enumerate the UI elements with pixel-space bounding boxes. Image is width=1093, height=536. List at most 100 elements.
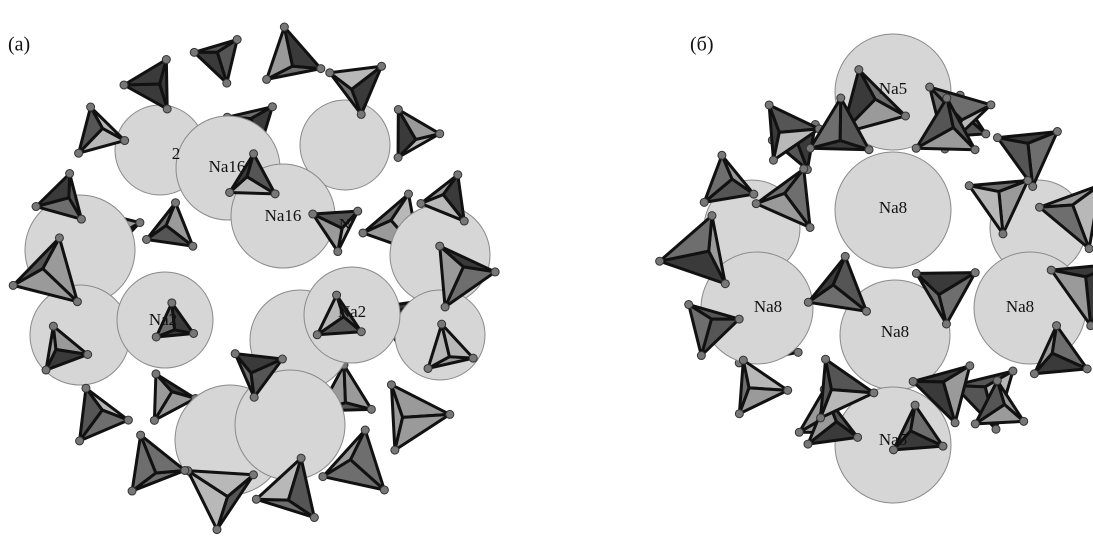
oxygen-node	[939, 442, 947, 450]
oxygen-node	[987, 101, 995, 109]
oxygen-node	[460, 217, 468, 225]
atom-label: Na8	[879, 198, 907, 217]
oxygen-node	[1024, 176, 1032, 184]
oxygen-node	[438, 320, 446, 328]
atom-label: Na8	[754, 297, 782, 316]
oxygen-node	[231, 350, 239, 358]
oxygen-node	[378, 62, 386, 70]
tetrahedron-face	[124, 60, 166, 85]
oxygen-node	[82, 384, 90, 392]
oxygen-node	[310, 514, 318, 522]
oxygen-node	[271, 190, 279, 198]
oxygen-node	[966, 362, 974, 370]
oxygen-node	[951, 419, 959, 427]
atom-label: Na2	[149, 310, 177, 329]
oxygen-node	[441, 303, 449, 311]
oxygen-node	[491, 268, 499, 276]
atom-label: Na5	[879, 430, 907, 449]
figure: (a) (б) 2 Na16 Na16 N Na2 Na2 Na5 Na8 Na…	[0, 0, 1093, 536]
oxygen-node	[469, 354, 477, 362]
tetrahedron-face	[124, 84, 167, 109]
oxygen-node	[76, 437, 84, 445]
oxygen-node	[854, 433, 862, 441]
oxygen-node	[765, 101, 773, 109]
oxygen-node	[84, 350, 92, 358]
oxygen-node	[391, 446, 399, 454]
oxygen-node	[901, 112, 909, 120]
oxygen-node	[309, 210, 317, 218]
atom-label: Na16	[265, 206, 302, 225]
oxygen-node	[263, 75, 271, 83]
oxygen-node	[213, 526, 221, 534]
oxygen-node	[1083, 365, 1091, 373]
oxygen-node	[361, 426, 369, 434]
oxygen-node	[912, 144, 920, 152]
oxygen-node	[965, 182, 973, 190]
oxygen-node	[334, 248, 342, 256]
oxygen-node	[172, 199, 180, 207]
oxygen-node	[721, 280, 729, 288]
oxygen-node	[394, 154, 402, 162]
oxygen-node	[794, 348, 802, 356]
oxygen-node	[152, 333, 160, 341]
oxygen-node	[1053, 322, 1061, 330]
oxygen-node	[841, 252, 849, 260]
oxygen-node	[942, 320, 950, 328]
oxygen-node	[121, 137, 129, 145]
oxygen-node	[739, 356, 747, 364]
oxygen-node	[75, 149, 83, 157]
oxygen-node	[804, 440, 812, 448]
oxygen-node	[49, 322, 57, 330]
oxygen-node	[685, 301, 693, 309]
oxygen-node	[1053, 128, 1061, 136]
oxygen-node	[150, 416, 158, 424]
oxygen-node	[168, 299, 176, 307]
oxygen-node	[181, 466, 189, 474]
tetrahedron-face	[743, 360, 787, 390]
oxygen-node	[1020, 417, 1028, 425]
oxygen-node	[971, 146, 979, 154]
oxygen-node	[909, 377, 917, 385]
oxygen-node	[55, 234, 63, 242]
oxygen-node	[189, 242, 197, 250]
oxygen-node	[436, 242, 444, 250]
oxygen-node	[992, 425, 1000, 433]
oxygen-node	[993, 134, 1001, 142]
oxygen-node	[280, 23, 288, 31]
oxygen-node	[700, 198, 708, 206]
oxygen-node	[226, 188, 234, 196]
oxygen-node	[163, 105, 171, 113]
oxygen-node	[87, 103, 95, 111]
oxygen-node	[454, 171, 462, 179]
oxygen-node	[806, 223, 814, 231]
atom-label: 2	[172, 144, 181, 163]
oxygen-node	[1085, 245, 1093, 253]
oxygen-node	[278, 355, 286, 363]
oxygen-node	[380, 486, 388, 494]
oxygen-node	[357, 328, 365, 336]
oxygen-node	[1009, 367, 1017, 375]
atom-label: Na16	[209, 157, 246, 176]
oxygen-node	[697, 352, 705, 360]
oxygen-node	[1035, 203, 1043, 211]
oxygen-node	[152, 370, 160, 378]
oxygen-node	[405, 190, 413, 198]
oxygen-node	[333, 291, 341, 299]
oxygen-node	[817, 414, 825, 422]
oxygen-node	[800, 165, 808, 173]
oxygen-node	[252, 495, 260, 503]
atom-label: Na8	[1006, 297, 1034, 316]
oxygen-node	[120, 81, 128, 89]
oxygen-node	[233, 36, 241, 44]
oxygen-node	[870, 389, 878, 397]
atom-label: Na5	[879, 79, 907, 98]
oxygen-node	[943, 94, 951, 102]
panel-label: (б)	[690, 34, 714, 56]
oxygen-node	[297, 454, 305, 462]
oxygen-node	[137, 431, 145, 439]
oxygen-node	[359, 229, 367, 237]
oxygen-node	[436, 130, 444, 138]
atom-label: Na2	[338, 302, 366, 321]
oxygen-node	[317, 65, 325, 73]
atom-label: N	[339, 215, 351, 234]
